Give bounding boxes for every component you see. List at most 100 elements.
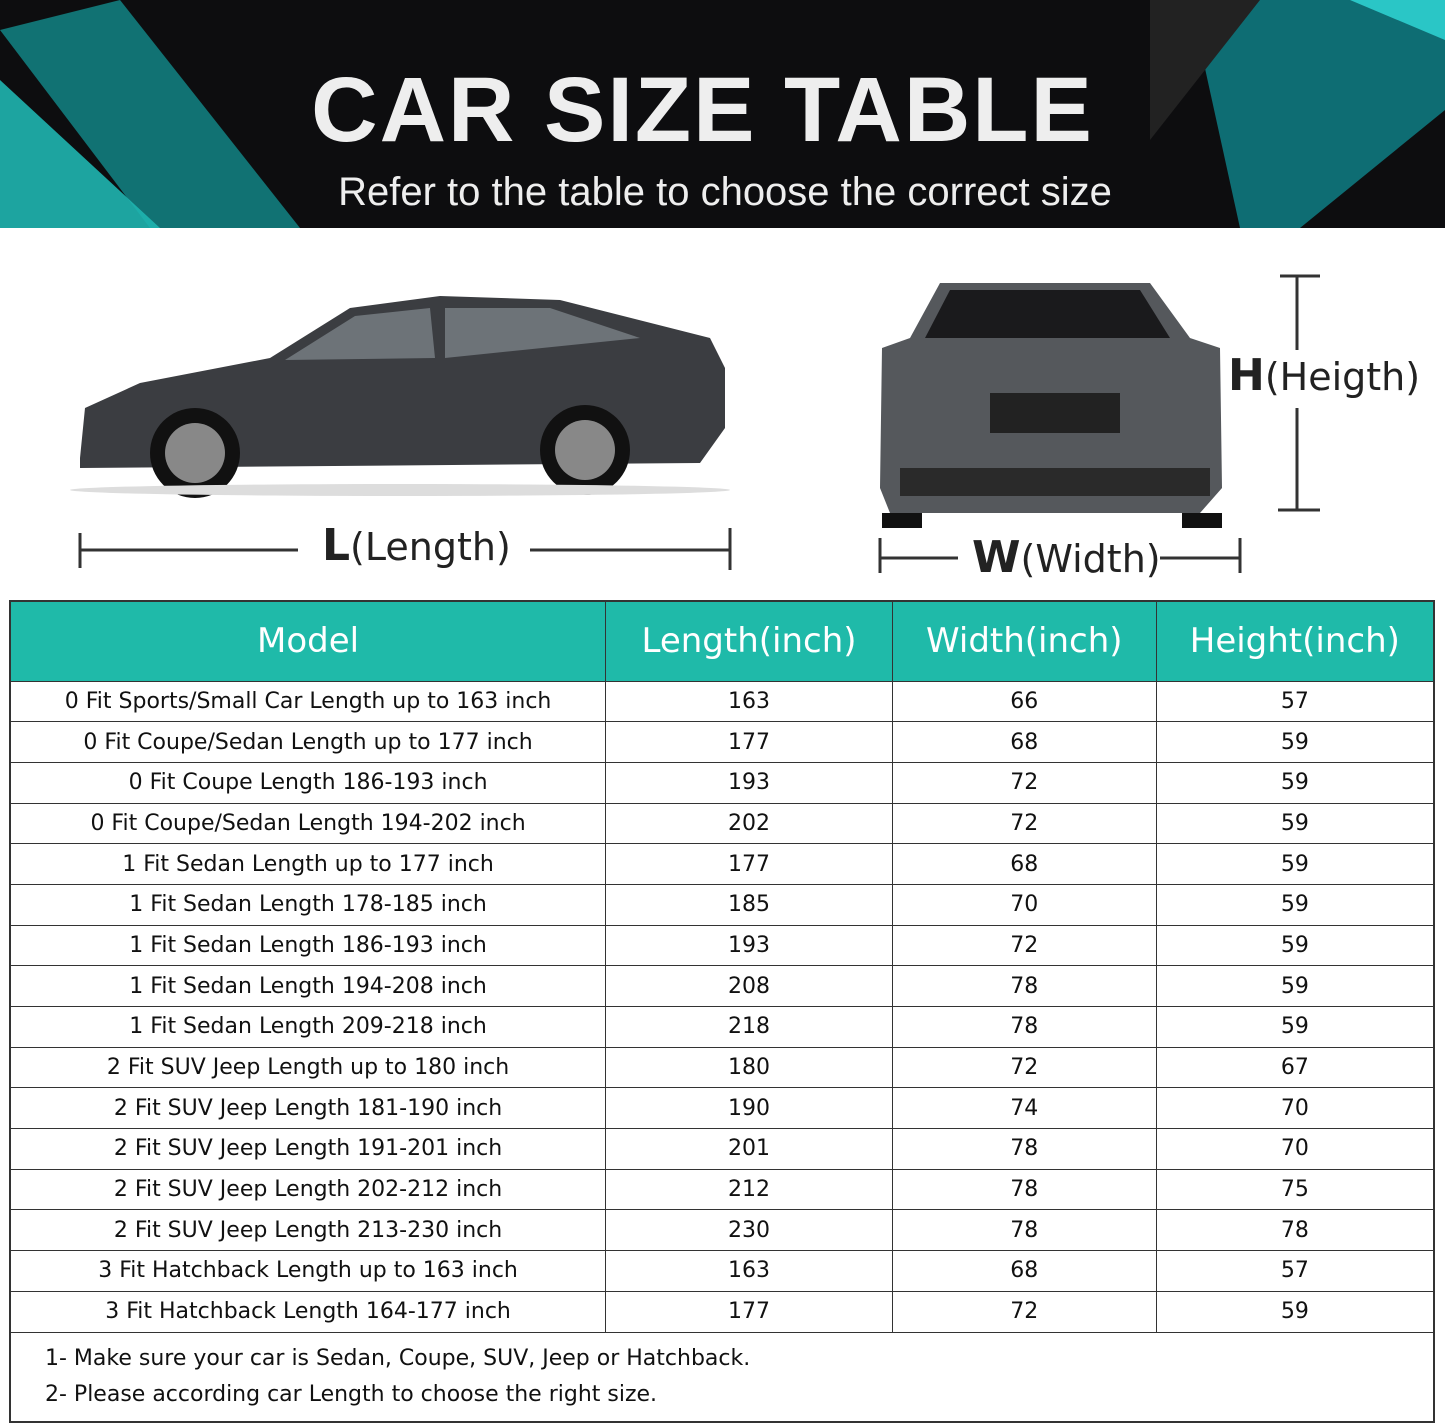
length-cell: 201 bbox=[605, 1128, 893, 1170]
table-row: 0 Fit Sports/Small Car Length up to 163 … bbox=[9, 680, 1435, 723]
height-cell: 70 bbox=[1155, 1087, 1435, 1130]
length-label: L(Length) bbox=[322, 520, 511, 571]
table-row: 3 Fit Hatchback Length 164-177 inch 177 72… bbox=[9, 1290, 1435, 1333]
model-cell: 2 Fit SUV Jeep Length 191-201 inch bbox=[9, 1128, 607, 1170]
model-cell: 1 Fit Sedan Length 178-185 inch bbox=[9, 883, 607, 926]
car-diagram: L(Length) W(Width) H(Heigth) bbox=[0, 228, 1445, 598]
height-cell: 59 bbox=[1155, 761, 1435, 804]
notes: 1- Make sure your car is Sedan, Coupe, S… bbox=[9, 1331, 1435, 1422]
banner-decoration bbox=[0, 0, 1445, 228]
width-cell: 72 bbox=[891, 1290, 1157, 1333]
table-row: 2 Fit SUV Jeep Length 191-201 inch 201 78 7… bbox=[9, 1128, 1435, 1170]
page-subtitle: Refer to the table to choose the correct… bbox=[338, 170, 1112, 214]
length-cell: 193 bbox=[605, 924, 893, 967]
height-cell: 57 bbox=[1155, 680, 1435, 723]
model-cell: 1 Fit Sedan Length 194-208 inch bbox=[9, 965, 607, 1007]
column-header: Height(inch) bbox=[1155, 600, 1435, 682]
length-cell: 212 bbox=[605, 1168, 893, 1211]
length-cell: 180 bbox=[605, 1046, 893, 1089]
height-dimension-line bbox=[1278, 274, 1320, 512]
table-row: 0 Fit Coupe Length 186-193 inch 193 72 59 bbox=[9, 761, 1435, 804]
column-header: Model bbox=[9, 600, 607, 682]
length-cell: 163 bbox=[605, 680, 893, 723]
height-cell: 59 bbox=[1155, 883, 1435, 926]
note-line: 1- Make sure your car is Sedan, Coupe, S… bbox=[45, 1345, 751, 1371]
table-row: 0 Fit Coupe/Sedan Length up to 177 inch 1… bbox=[9, 721, 1435, 763]
width-cell: 78 bbox=[891, 1209, 1157, 1252]
width-cell: 74 bbox=[891, 1087, 1157, 1130]
width-dimension-line bbox=[878, 538, 1242, 573]
width-cell: 72 bbox=[891, 1046, 1157, 1089]
table-row: 2 Fit SUV Jeep Length 181-190 inch 190 74 7… bbox=[9, 1087, 1435, 1130]
front-car-image bbox=[880, 283, 1222, 528]
model-cell: 0 Fit Coupe/Sedan Length 194-202 inch bbox=[9, 802, 607, 845]
height-cell: 78 bbox=[1155, 1209, 1435, 1252]
model-cell: 0 Fit Coupe Length 186-193 inch bbox=[9, 761, 607, 804]
model-cell: 1 Fit Sedan Length up to 177 inch bbox=[9, 843, 607, 885]
width-cell: 72 bbox=[891, 924, 1157, 967]
note-line: 2- Please according car Length to choose… bbox=[45, 1381, 658, 1407]
width-cell: 68 bbox=[891, 721, 1157, 763]
height-cell: 67 bbox=[1155, 1046, 1435, 1089]
model-cell: 2 Fit SUV Jeep Length up to 180 inch bbox=[9, 1046, 607, 1089]
height-cell: 59 bbox=[1155, 924, 1435, 967]
length-cell: 177 bbox=[605, 1290, 893, 1333]
model-cell: 2 Fit SUV Jeep Length 213-230 inch bbox=[9, 1209, 607, 1252]
width-cell: 78 bbox=[891, 1006, 1157, 1048]
model-cell: 3 Fit Hatchback Length 164-177 inch bbox=[9, 1290, 607, 1333]
height-cell: 59 bbox=[1155, 965, 1435, 1007]
model-cell: 1 Fit Sedan Length 209-218 inch bbox=[9, 1006, 607, 1048]
height-cell: 75 bbox=[1155, 1168, 1435, 1211]
table-row: 1 Fit Sedan Length up to 177 inch 177 68 59 bbox=[9, 843, 1435, 885]
model-cell: 2 Fit SUV Jeep Length 181-190 inch bbox=[9, 1087, 607, 1130]
table-row: 0 Fit Coupe/Sedan Length 194-202 inch 202… bbox=[9, 802, 1435, 845]
length-cell: 202 bbox=[605, 802, 893, 845]
size-table: Model Length(inch) Width(inch) Height(inch)… bbox=[9, 600, 1435, 1423]
model-cell: 0 Fit Coupe/Sedan Length up to 177 inch bbox=[9, 721, 607, 763]
table-row: 3 Fit Hatchback Length up to 163 inch 163… bbox=[9, 1250, 1435, 1292]
height-cell: 59 bbox=[1155, 1006, 1435, 1048]
table-row: 1 Fit Sedan Length 186-193 inch 193 72 59 bbox=[9, 924, 1435, 967]
length-cell: 177 bbox=[605, 843, 893, 885]
width-cell: 78 bbox=[891, 1168, 1157, 1211]
model-cell: 1 Fit Sedan Length 186-193 inch bbox=[9, 924, 607, 967]
height-cell: 57 bbox=[1155, 1250, 1435, 1292]
length-cell: 185 bbox=[605, 883, 893, 926]
width-cell: 70 bbox=[891, 883, 1157, 926]
table-row: 2 Fit SUV Jeep Length 213-230 inch 230 78 7… bbox=[9, 1209, 1435, 1252]
length-cell: 230 bbox=[605, 1209, 893, 1252]
height-label: H(Heigth) bbox=[1228, 350, 1421, 401]
banner: CAR SIZE TABLE Refer to the table to cho… bbox=[0, 0, 1445, 228]
height-cell: 59 bbox=[1155, 1290, 1435, 1333]
table-row: 2 Fit SUV Jeep Length up to 180 inch 180 7… bbox=[9, 1046, 1435, 1089]
table-row: 1 Fit Sedan Length 178-185 inch 185 70 59 bbox=[9, 883, 1435, 926]
model-cell: 3 Fit Hatchback Length up to 163 inch bbox=[9, 1250, 607, 1292]
width-cell: 72 bbox=[891, 802, 1157, 845]
width-label: W(Width) bbox=[972, 532, 1161, 583]
width-cell: 72 bbox=[891, 761, 1157, 804]
model-cell: 0 Fit Sports/Small Car Length up to 163 … bbox=[9, 680, 607, 723]
height-cell: 59 bbox=[1155, 843, 1435, 885]
width-cell: 66 bbox=[891, 680, 1157, 723]
model-cell: 2 Fit SUV Jeep Length 202-212 inch bbox=[9, 1168, 607, 1211]
width-cell: 68 bbox=[891, 843, 1157, 885]
table-row: 1 Fit Sedan Length 209-218 inch 218 78 59 bbox=[9, 1006, 1435, 1048]
height-cell: 59 bbox=[1155, 802, 1435, 845]
column-header: Width(inch) bbox=[891, 600, 1157, 682]
length-cell: 190 bbox=[605, 1087, 893, 1130]
length-cell: 218 bbox=[605, 1006, 893, 1048]
width-cell: 68 bbox=[891, 1250, 1157, 1292]
table-row: 1 Fit Sedan Length 194-208 inch 208 78 59 bbox=[9, 965, 1435, 1007]
table-header: Model Length(inch) Width(inch) Height(inch) bbox=[9, 600, 1435, 682]
column-header: Length(inch) bbox=[605, 600, 893, 682]
side-car-image bbox=[70, 296, 730, 498]
table-row: 2 Fit SUV Jeep Length 202-212 inch 212 78 7… bbox=[9, 1168, 1435, 1211]
length-cell: 163 bbox=[605, 1250, 893, 1292]
height-cell: 70 bbox=[1155, 1128, 1435, 1170]
width-cell: 78 bbox=[891, 965, 1157, 1007]
width-cell: 78 bbox=[891, 1128, 1157, 1170]
height-cell: 59 bbox=[1155, 721, 1435, 763]
page-title: CAR SIZE TABLE bbox=[311, 59, 1094, 161]
length-dimension-line bbox=[78, 528, 732, 570]
length-cell: 208 bbox=[605, 965, 893, 1007]
